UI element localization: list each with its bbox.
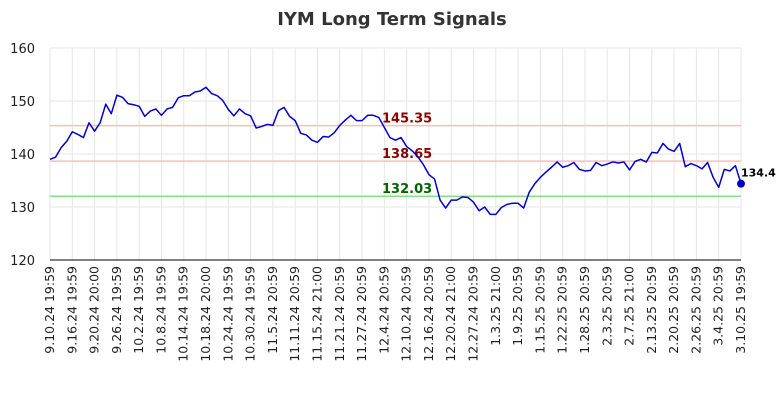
- x-tick-label: 12.10.24 20:59: [399, 266, 414, 362]
- x-tick-label: 10.14.24 19:59: [176, 266, 191, 362]
- x-tick-label: 12.27.24 20:59: [466, 266, 481, 362]
- x-tick-label: 9.26.24 19:59: [109, 266, 124, 354]
- x-tick-label: 10.30.24 19:59: [243, 266, 258, 362]
- y-tick-label: 130: [10, 201, 35, 216]
- x-tick-label: 3.4.25 20:59: [711, 266, 726, 346]
- x-tick-label: 2.7.25 21:00: [622, 266, 637, 346]
- x-tick-label: 10.24.24 19:59: [220, 266, 235, 362]
- y-tick-labels: 120 130 140 150 160: [10, 42, 35, 269]
- x-tick-label: 10.2.24 19:59: [131, 266, 146, 354]
- x-tick-label: 10.18.24 20:00: [198, 266, 213, 362]
- x-tick-label: 11.15.24 21:00: [309, 266, 324, 362]
- x-tick-label: 2.3.25 20:59: [599, 266, 614, 346]
- x-tick-label: 1.28.25 20:59: [577, 266, 592, 354]
- x-tick-labels: 9.10.24 19:59 9.16.24 19:59 9.20.24 20:00 9…: [42, 266, 748, 362]
- x-tick-label: 11.27.24 20:59: [354, 266, 369, 362]
- x-tick-label: 9.20.24 20:00: [87, 266, 102, 354]
- y-tick-label: 120: [10, 254, 35, 269]
- series: 134.4: [49, 86, 776, 216]
- x-tick-label: 9.10.24 19:59: [42, 266, 57, 354]
- x-tick-label: 12.4.24 20:59: [376, 266, 391, 354]
- y-tick-label: 150: [10, 95, 35, 110]
- price-line: [49, 86, 742, 216]
- x-tick-label: 9.16.24 19:59: [64, 266, 79, 354]
- last-point-label: 134.4: [741, 167, 776, 180]
- x-tick-label: 2.26.25 20:59: [688, 266, 703, 354]
- level-label: 145.35: [382, 112, 432, 127]
- signal-levels: 145.35 138.65 132.03: [50, 112, 741, 197]
- x-tick-label: 1.22.25 20:59: [555, 266, 570, 354]
- x-tick-label: 10.8.24 19:59: [153, 266, 168, 354]
- x-tick-label: 1.15.25 20:59: [532, 266, 547, 354]
- y-tick-label: 140: [10, 148, 35, 163]
- x-tick-label: 11.21.24 20:59: [332, 266, 347, 362]
- x-tick-label: 12.20.24 21:00: [443, 266, 458, 362]
- level-label: 132.03: [382, 182, 432, 197]
- x-tick-label: 11.5.24 20:59: [265, 266, 280, 354]
- x-tick-label: 3.10.25 19:59: [733, 266, 748, 354]
- level-label: 138.65: [382, 147, 432, 162]
- last-point-marker: [737, 179, 745, 188]
- chart-title: IYM Long Term Signals: [277, 9, 507, 30]
- y-tick-label: 160: [10, 42, 35, 57]
- x-tick-label: 1.3.25 21:00: [488, 266, 503, 346]
- x-tick-label: 2.13.25 20:59: [644, 266, 659, 354]
- x-tick-label: 11.11.24 20:59: [287, 266, 302, 362]
- grid: [49, 47, 742, 261]
- x-tick-label: 12.16.24 20:59: [421, 266, 436, 362]
- x-tick-label: 1.9.25 20:59: [510, 266, 525, 346]
- x-tick-label: 2.20.25 20:59: [666, 266, 681, 354]
